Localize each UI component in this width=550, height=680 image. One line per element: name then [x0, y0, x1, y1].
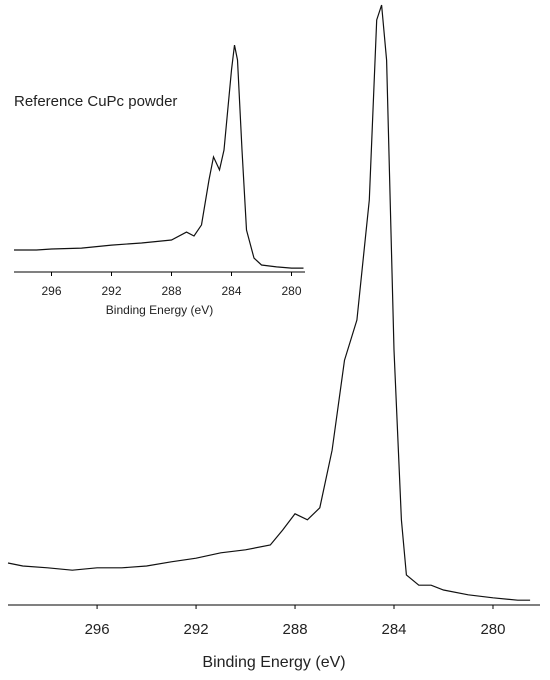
spectrum-line [14, 44, 304, 269]
x-tick-label: 292 [184, 621, 209, 638]
x-tick-label: 284 [381, 621, 406, 638]
x-tick-label: 288 [161, 284, 181, 298]
x-tick-label: 296 [85, 621, 110, 638]
x-tick-label: 288 [283, 621, 308, 638]
x-tick-label: 292 [101, 284, 121, 298]
x-axis-label: Binding Energy (eV) [106, 303, 213, 317]
x-tick-label: 284 [221, 284, 241, 298]
x-tick-label: 280 [281, 284, 301, 298]
x-tick-label: 280 [480, 621, 505, 638]
spectrum-line [7, 4, 531, 601]
x-tick-label: 296 [41, 284, 61, 298]
x-axis-label: Binding Energy (eV) [202, 654, 345, 671]
annotation: Reference CuPc powder [14, 93, 177, 110]
